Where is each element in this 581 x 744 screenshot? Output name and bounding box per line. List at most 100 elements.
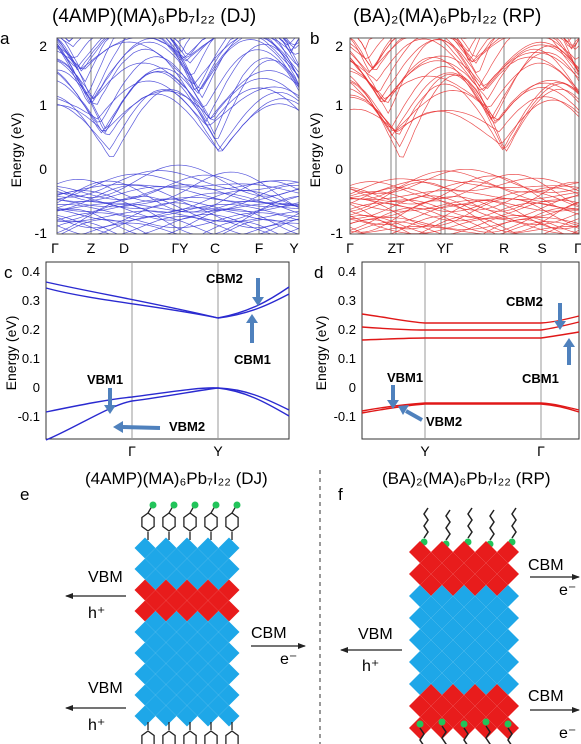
vbm1-arrowhead [387,400,399,409]
cbm-label: CBM [251,625,287,642]
valence-band-line [56,171,300,208]
cbm1-label: CBM1 [234,352,271,367]
panel-f-perovskite-layers [409,541,519,739]
panel-b: b (BA)₂(MA)₆Pb₇I₂₂ (RP) Energy (eV) 2 1 … [307,6,581,256]
valence-band-line [349,181,580,203]
cbm-top-label: CBM [528,557,564,574]
kpoint-label: Z [87,240,96,256]
cbm1-arrowhead [246,314,258,323]
valence-band-line [56,190,300,213]
panel-d-frame [361,261,580,440]
kpoint-label: Y [213,443,223,459]
panel-f-ligands-bottom [416,718,513,744]
valence-band-line [349,199,580,212]
ligand-amine [460,720,468,728]
valence-band-line [349,173,580,207]
conduction-band-line [349,96,580,133]
valence-band-line [56,184,300,203]
cbm2-arrowhead [252,297,264,306]
valence-band-line [349,178,580,198]
octahedron [431,717,453,739]
valence-band-line [56,183,300,196]
ligand-ring [183,730,197,744]
valence-band [45,387,290,441]
cbm2-label: CBM2 [206,271,243,286]
valence-band-line [56,212,300,229]
panel-a-yticks: 2 1 0 -1 [35,38,48,241]
panel-f: f (BA)₂(MA)₆Pb₇I₂₂ (RP) VBM h⁺ CBM e⁻ CB… [338,469,580,744]
kpoint-label: R [499,240,509,256]
panel-b-frame [349,37,580,235]
valence-band-line [349,190,580,200]
panel-f-title: (BA)₂(MA)₆Pb₇I₂₂ (RP) [382,469,551,488]
ytick-label: -1 [331,225,344,241]
panel-d-letter: d [314,263,323,282]
valence-band-line [349,207,580,233]
ligand-amine [233,501,241,509]
conduction-band-line [56,56,300,123]
vbm-bottom-label: VBM [88,680,123,697]
ytick-label: 1 [39,97,47,113]
ligand-chain [463,727,469,744]
conduction-band [361,331,580,341]
ligand-ring [225,512,239,532]
conduction-band [361,321,580,331]
ligand-amine [438,718,446,726]
ligand-amine [149,501,157,509]
octahedron [176,705,198,727]
valence-band-line [349,215,580,235]
valence-band-line [56,202,300,213]
panel-b-ylabel: Energy (eV) [307,113,323,188]
ytick-label: 2 [39,38,47,54]
kpoint-label: ZT [387,240,405,256]
conduction-band-line [349,52,580,120]
hplus-bottom-label: h⁺ [88,717,105,734]
panel-d-ylabel: Energy (eV) [313,316,329,391]
valence-band-line [56,204,300,218]
hplus-top-label: h⁺ [88,605,105,622]
ytick-label: 0.3 [338,293,356,308]
panel-a-letter: a [0,29,10,48]
vbm2-label: VBM2 [169,419,205,434]
valence-band-line [56,174,300,207]
panel-e-ligands-bottom [141,722,239,744]
valence-band-line [56,198,300,212]
panel-b-title: (BA)₂(MA)₆Pb₇I₂₂ (RP) [353,6,541,27]
kpoint-label: YΓ [436,240,453,256]
cbm1-arrowhead [563,338,575,347]
ligand-chain [423,507,429,539]
ligand-chain [419,727,425,744]
valence-band-line [349,181,580,212]
valence-band-line [349,175,580,211]
valence-band-line [349,200,580,230]
panel-a-frame [56,37,300,235]
conduction-band-line [349,38,580,119]
conduction-band-line [349,73,580,149]
panel-e-title: (4AMP)(MA)₆Pb₇I₂₂ (DJ) [85,469,268,488]
conduction-band-line [56,57,300,135]
conduction-band-line [56,37,300,100]
panel-e-perovskite-layers [134,537,240,727]
valence-band-line [56,200,300,221]
vbm-top-label: VBM [88,569,123,586]
panel-a-band-structure [56,37,300,235]
ligand-chain [445,509,451,541]
valence-band-line [349,170,580,200]
valence-band-line [349,196,580,218]
conduction-band-line [56,59,300,139]
conduction-band-line [56,80,300,126]
panel-e: e (4AMP)(MA)₆Pb₇I₂₂ (DJ) VBM h⁺ VBM h⁺ C… [20,469,306,744]
cbm2-label: CBM2 [506,294,543,309]
vbm2-arrow [405,409,423,422]
conduction-band [361,313,580,324]
ligand-amine [504,720,512,728]
ligand-amine [482,718,490,726]
ligand-amine [416,720,424,728]
conduction-band [45,281,290,319]
ligand-ring [183,512,197,532]
conduction-band-line [349,72,580,137]
valence-band [361,402,580,412]
ligand-amine [191,501,199,509]
kpoint-label: C [210,240,220,256]
kpoint-label: D [119,240,129,256]
